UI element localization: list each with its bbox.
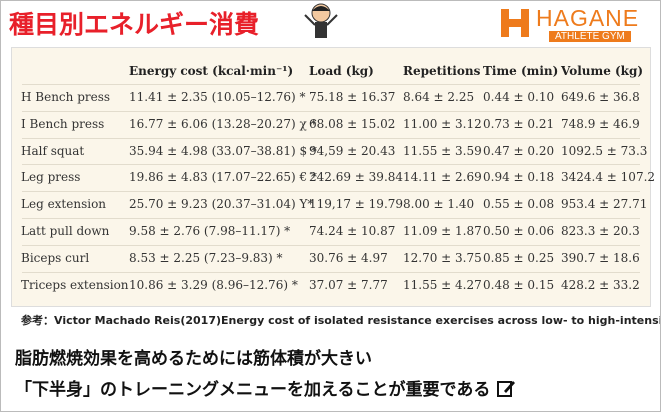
table-cell: Half squat <box>21 143 85 158</box>
row-divider <box>22 244 640 246</box>
table-cell: 119,17 ± 19.79 <box>309 197 404 212</box>
table-cell: 16.77 ± 6.06 (13.28–20.27) χ * <box>129 116 317 131</box>
edit-icon <box>497 381 516 397</box>
table-cell: 953.4 ± 27.71 <box>561 197 648 212</box>
table-cell: 11.09 ± 1.87 <box>403 224 482 238</box>
row-divider <box>22 110 640 112</box>
logo: HAGANE <box>536 5 640 31</box>
table-cell: 8.53 ± 2.25 (7.23–9.83) * <box>129 250 283 265</box>
row-divider <box>22 271 640 273</box>
row-divider <box>22 218 640 219</box>
table-cell: 0.73 ± 0.21 <box>483 116 555 131</box>
reference: 参考：Victor Machado Reis(2017)Energy cost … <box>21 314 661 327</box>
table-cell: 3424.4 ± 107.2 <box>561 170 656 185</box>
logo-sub: ATHLETE GYM <box>549 31 631 42</box>
table-cell: 30.76 ± 4.97 <box>309 250 388 265</box>
table-cell: 12.70 ± 3.75 <box>403 250 482 265</box>
mascot <box>304 3 338 38</box>
table-cell: Leg press <box>21 170 81 185</box>
table-cell: 1092.5 ± 73.3 <box>561 143 648 158</box>
row-divider <box>22 84 640 85</box>
table-cell: 14.11 ± 2.69 <box>403 170 482 185</box>
column-header: Repetitions <box>403 64 481 78</box>
row-divider <box>22 137 640 139</box>
body-text: 「下半身」のトレーニングメニューを加えることが重要である <box>15 375 516 400</box>
table-cell: 0.94 ± 0.18 <box>483 170 555 185</box>
table-cell: I Bench press <box>21 116 105 131</box>
table-cell: 823.3 ± 20.3 <box>561 224 640 238</box>
table-cell: Latt pull down <box>21 224 110 238</box>
table-cell: 19.86 ± 4.83 (17.07–22.65) € * <box>129 170 317 185</box>
title: 種目別エネルギー消費 <box>9 10 260 39</box>
body-text: 「下半身」のトレーニングメニューを加えることが重要である <box>15 380 491 400</box>
table-cell: 8.00 ± 1.40 <box>403 197 475 212</box>
table-cell: Biceps curl <box>21 250 90 265</box>
table-cell: Triceps extension <box>21 277 129 292</box>
table-cell: 94,59 ± 20.43 <box>309 143 396 158</box>
table-cell: H Bench press <box>21 90 111 104</box>
table-cell: 74.24 ± 10.87 <box>309 224 396 238</box>
table-cell: 75.18 ± 16.37 <box>309 90 396 104</box>
table-cell: 649.6 ± 36.8 <box>561 90 640 104</box>
table-cell: 8.64 ± 2.25 <box>403 90 475 104</box>
table-cell: 11.41 ± 2.35 (10.05–12.76) * <box>129 90 306 104</box>
row-divider <box>22 191 640 193</box>
table-cell: 68.08 ± 15.02 <box>309 116 396 131</box>
column-header: Energy cost (kcal·min⁻¹) <box>129 64 294 78</box>
table-cell: 10.86 ± 3.29 (8.96–12.76) * <box>129 277 298 292</box>
table-cell: 0.47 ± 0.20 <box>483 143 555 158</box>
table-cell: 35.94 ± 4.98 (33.07–38.81) $ * <box>129 143 317 158</box>
table-cell: 11.00 ± 3.12 <box>403 116 482 131</box>
table-cell: 0.50 ± 0.06 <box>483 224 555 238</box>
table-cell: 0.55 ± 0.08 <box>483 197 555 212</box>
table-cell: 428.2 ± 33.2 <box>561 277 640 292</box>
table-cell: 242.69 ± 39.84 <box>309 170 404 185</box>
table-cell: 25.70 ± 9.23 (20.37–31.04) Υ* <box>129 197 314 212</box>
table-cell: 0.44 ± 0.10 <box>483 90 555 104</box>
logo-mark <box>501 9 529 37</box>
table-cell: 11.55 ± 3.59 <box>403 143 482 158</box>
table-cell: 0.48 ± 0.15 <box>483 277 555 292</box>
table: Energy cost (kcal·min⁻¹) Load (kg) Repetit… <box>11 47 655 307</box>
table-cell: 390.7 ± 18.6 <box>561 250 640 265</box>
table-cell: Leg extension <box>21 197 107 212</box>
column-header: Time (min) <box>483 64 559 78</box>
body-text: 脂肪燃焼効果を高めるためには筋体積が大きい <box>15 349 372 369</box>
table-cell: 9.58 ± 2.76 (7.98–11.17) * <box>129 224 291 238</box>
table-cell: 748.9 ± 46.9 <box>561 116 640 131</box>
row-divider <box>22 164 640 166</box>
column-header: Volume (kg) <box>561 64 644 78</box>
table-cell: 11.55 ± 4.27 <box>403 277 482 292</box>
table-cell: 0.85 ± 0.25 <box>483 250 555 265</box>
table-cell: 37.07 ± 7.77 <box>309 277 388 292</box>
column-header: Load (kg) <box>309 64 374 78</box>
